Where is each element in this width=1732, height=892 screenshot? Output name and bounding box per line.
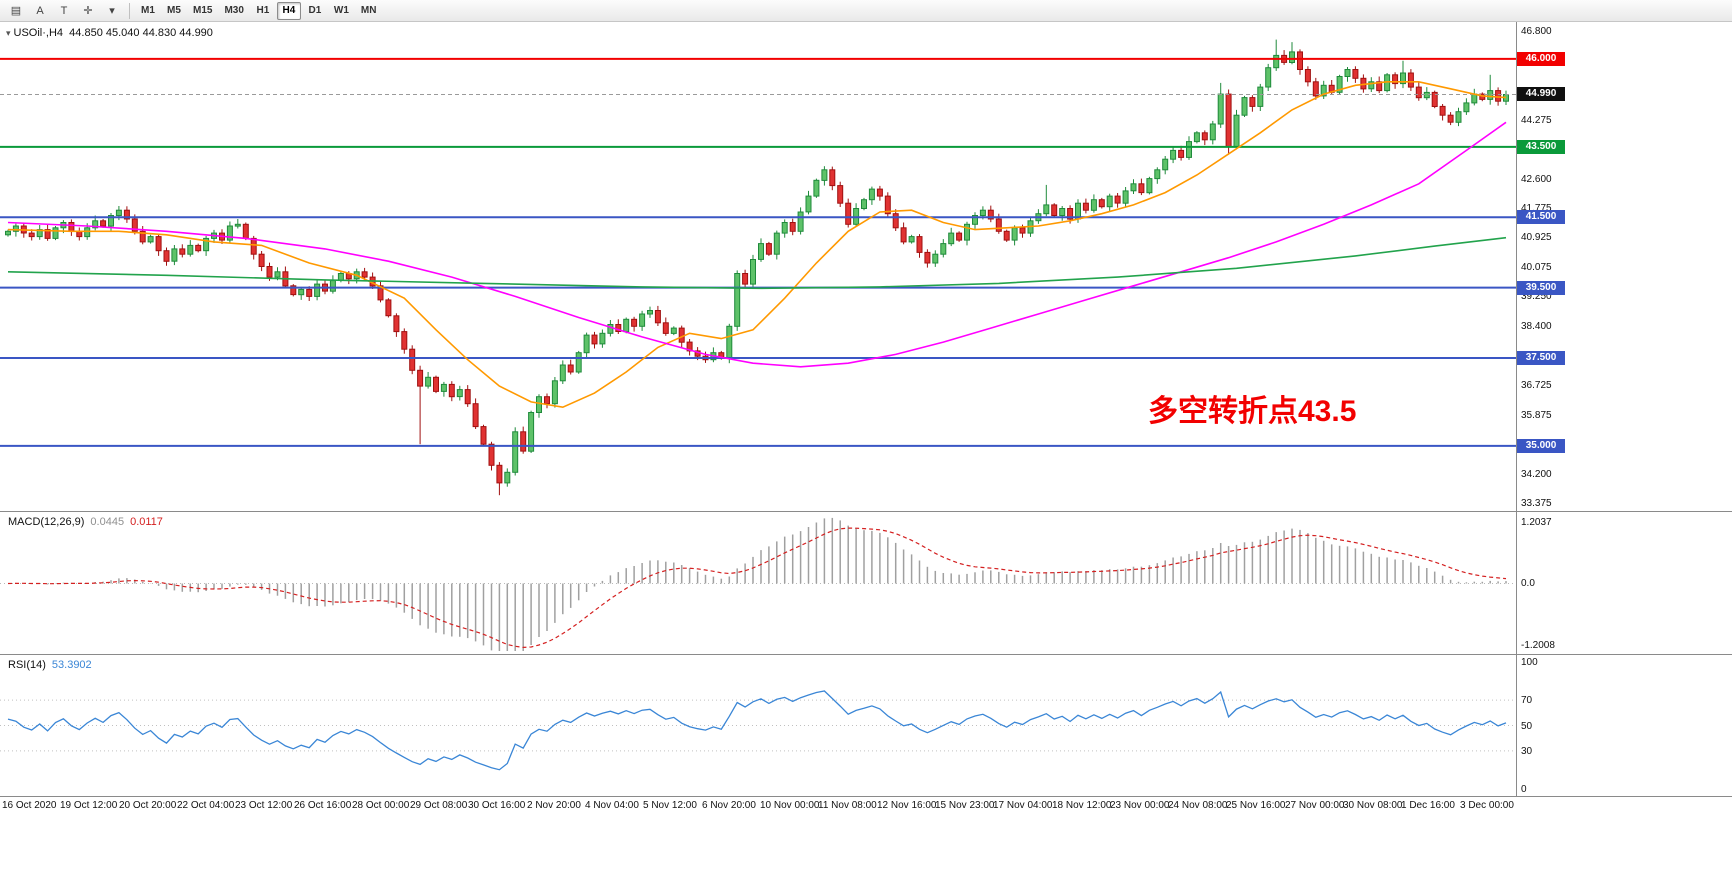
timeframe-button-W1[interactable]: W1 — [333, 5, 349, 16]
ma-slow-line — [7, 236, 1507, 290]
price-tick: 36.725 — [1521, 380, 1552, 391]
price-tick: 33.375 — [1521, 498, 1552, 509]
price-tick: 35.875 — [1521, 410, 1552, 421]
horizontal-lines-layer[interactable] — [0, 57, 1516, 447]
crosshair-tool-button[interactable]: ✛ — [83, 5, 93, 17]
timeframe-button-M15[interactable]: M15 — [193, 5, 213, 16]
timeframe-button-H1[interactable]: H1 — [256, 5, 270, 16]
time-tick: 15 Nov 23:00 — [935, 800, 995, 811]
chart-collapse-icon[interactable]: ▾ — [6, 28, 11, 38]
time-tick: 2 Nov 20:00 — [527, 800, 581, 811]
toolbar-separator — [129, 2, 130, 19]
macd-axis-label: 0.0 — [1521, 578, 1535, 589]
toolbar: ▤ A T ✛ ▾ M1 M5 M15 M30 H1 H4 D1 W1 MN — [0, 0, 1732, 22]
rsi-value: 53.3902 — [51, 659, 92, 671]
macd-axis-label: -1.2008 — [1521, 640, 1555, 651]
rsi-title: RSI(14) 53.3902 — [8, 659, 92, 671]
timeframe-group: M1 M5 M15 M30 H1 H4 D1 W1 MN — [135, 1, 382, 20]
price-tick: 39.250 — [1521, 291, 1552, 302]
panel-separator-1[interactable] — [0, 511, 1732, 512]
time-tick: 10 Nov 00:00 — [760, 800, 820, 811]
ohlc-values: 44.850 45.040 44.830 44.990 — [69, 27, 213, 39]
time-tick: 23 Nov 00:00 — [1110, 800, 1170, 811]
chart-list-button[interactable]: ▤ — [10, 5, 22, 17]
price-tick: 44.275 — [1521, 115, 1552, 126]
rsi-line — [7, 690, 1507, 771]
time-tick: 19 Oct 12:00 — [60, 800, 118, 811]
time-tick: 17 Nov 04:00 — [993, 800, 1053, 811]
rsi-axis-label: 70 — [1521, 695, 1533, 706]
time-tick: 22 Oct 04:00 — [177, 800, 235, 811]
time-tick: 11 Nov 08:00 — [818, 800, 877, 811]
price-axis-line — [1516, 22, 1517, 796]
tools-dropdown-button[interactable]: ▾ — [109, 5, 115, 17]
macd-signal-value: 0.0117 — [130, 516, 163, 528]
ma-fast-line — [7, 80, 1507, 409]
candles-layer — [5, 39, 1509, 496]
timeframe-button-M5[interactable]: M5 — [167, 5, 181, 16]
chart-symbol-title[interactable]: ▾ USOil·,H4 44.850 45.040 44.830 44.990 — [6, 27, 213, 39]
timeframe-button-MN[interactable]: MN — [360, 5, 377, 16]
time-tick: 30 Oct 16:00 — [468, 800, 526, 811]
price-tick: 40.925 — [1521, 232, 1552, 243]
time-tick: 16 Oct 2020 — [2, 800, 57, 811]
time-tick: 30 Nov 08:00 — [1343, 800, 1403, 811]
time-tick: 6 Nov 20:00 — [702, 800, 756, 811]
time-axis-line — [0, 796, 1732, 797]
symbol-period-label: USOil·,H4 — [13, 27, 64, 39]
macd-indicator-panel[interactable] — [0, 513, 1516, 654]
time-tick: 1 Dec 16:00 — [1401, 800, 1455, 811]
timeframe-button-M30[interactable]: M30 — [224, 5, 244, 16]
annotation-text: 多空转折点43.5 — [1148, 395, 1357, 428]
price-chart-panel[interactable] — [0, 22, 1516, 511]
time-tick: 3 Dec 00:00 — [1460, 800, 1514, 811]
time-tick: 26 Oct 16:00 — [294, 800, 352, 811]
price-badge-43.500: 43.500 — [1517, 140, 1565, 154]
rsi-axis-label: 30 — [1521, 746, 1533, 757]
rsi-axis-label: 50 — [1521, 721, 1533, 732]
time-tick: 18 Nov 12:00 — [1052, 800, 1112, 811]
time-tick: 24 Nov 08:00 — [1168, 800, 1228, 811]
timeframe-button-M1[interactable]: M1 — [141, 5, 155, 16]
time-tick: 25 Nov 16:00 — [1226, 800, 1286, 811]
price-badge-39.500: 39.500 — [1517, 281, 1565, 295]
macd-signal-line — [7, 527, 1507, 649]
time-tick: 12 Nov 16:00 — [877, 800, 937, 811]
price-tick: 42.600 — [1521, 174, 1552, 185]
price-tick: 40.075 — [1521, 262, 1552, 273]
drawing-tools-group: ▤ A T ✛ ▾ — [4, 2, 124, 20]
price-badge-35.000: 35.000 — [1517, 439, 1565, 453]
timeframe-button-H4[interactable]: H4 — [276, 1, 301, 20]
price-badge-41.500: 41.500 — [1517, 210, 1565, 224]
rsi-name-label: RSI(14) — [8, 659, 46, 671]
panel-separator-2[interactable] — [0, 654, 1732, 655]
timeframe-button-D1[interactable]: D1 — [308, 5, 322, 16]
macd-title: MACD(12,26,9) 0.0445 0.0117 — [8, 516, 163, 528]
macd-name-label: MACD(12,26,9) — [8, 516, 85, 528]
annotate-letter-button[interactable]: A — [36, 4, 44, 17]
time-tick: 4 Nov 04:00 — [585, 800, 639, 811]
price-badge-37.500: 37.500 — [1517, 351, 1565, 365]
price-tick: 46.800 — [1521, 26, 1552, 37]
time-tick: 20 Oct 20:00 — [119, 800, 177, 811]
time-tick: 23 Oct 12:00 — [235, 800, 293, 811]
time-tick: 28 Oct 00:00 — [352, 800, 410, 811]
rsi-indicator-panel[interactable] — [0, 656, 1516, 795]
price-tick: 34.200 — [1521, 469, 1552, 480]
text-tool-button[interactable]: T — [60, 4, 68, 17]
rsi-axis-label: 100 — [1521, 657, 1538, 668]
price-tick: 38.400 — [1521, 321, 1552, 332]
macd-histogram — [15, 517, 1507, 651]
rsi-axis-label: 0 — [1521, 784, 1527, 795]
price-tick: 41.775 — [1521, 203, 1552, 214]
macd-axis-label: 1.2037 — [1521, 517, 1552, 528]
current-price-badge: 44.990 — [1517, 87, 1565, 101]
price-badge-46.000: 46.000 — [1517, 52, 1565, 66]
time-tick: 27 Nov 00:00 — [1285, 800, 1345, 811]
time-tick: 29 Oct 08:00 — [410, 800, 468, 811]
macd-main-value: 0.0445 — [90, 516, 125, 528]
ma-medium-line — [7, 121, 1507, 368]
time-tick: 5 Nov 12:00 — [643, 800, 697, 811]
